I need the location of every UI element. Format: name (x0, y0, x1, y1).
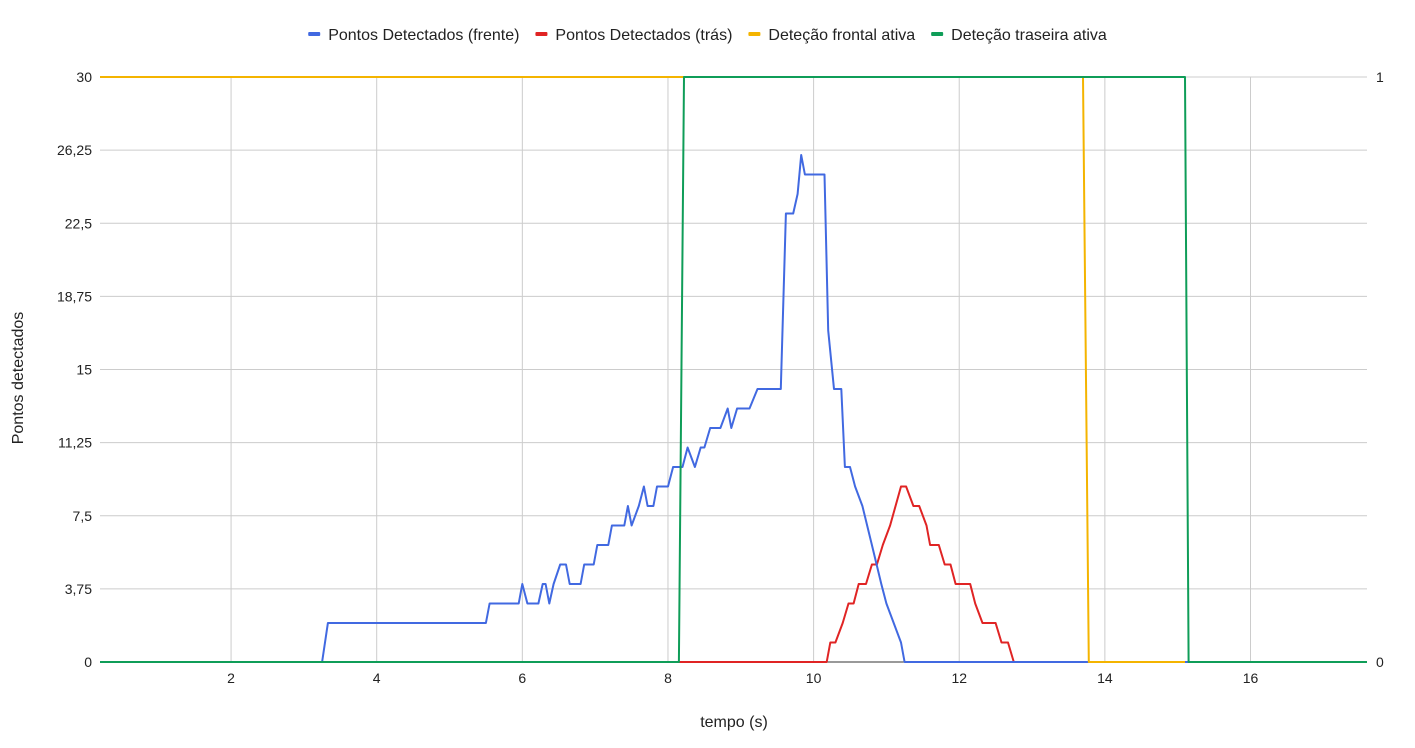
y2-tick-label: 0 (1376, 654, 1384, 670)
legend-swatch-3 (931, 32, 944, 36)
x-tick-label: 2 (227, 670, 235, 686)
grid-layer (100, 76, 1367, 663)
series-layer (100, 76, 1367, 663)
x-tick-label: 6 (518, 670, 526, 686)
x-axis-title: tempo (s) (700, 714, 768, 731)
series-line-1 (678, 485, 1087, 663)
legend-label-3: Deteção traseira ativa (951, 27, 1107, 44)
y-tick-label: 3,75 (65, 581, 92, 597)
x-tick-label: 14 (1097, 670, 1113, 686)
legend-swatch-0 (308, 32, 321, 36)
x-tick-label: 4 (373, 670, 381, 686)
legend-label-0: Pontos Detectados (frente) (328, 27, 519, 44)
y-tick-label: 0 (84, 654, 92, 670)
legend-swatch-2 (748, 32, 761, 36)
series-line-3 (100, 76, 1367, 663)
y-tick-label: 26,25 (57, 142, 92, 158)
series-line-2 (100, 76, 1185, 663)
y-tick-label: 7,5 (73, 508, 93, 524)
series-line-0 (100, 154, 1367, 663)
legend-label-2: Deteção frontal ativa (768, 27, 915, 44)
x-tick-label: 8 (664, 670, 672, 686)
y-tick-label: 15 (76, 362, 92, 378)
x-tick-label: 12 (951, 670, 967, 686)
y-tick-label: 30 (76, 69, 92, 85)
y-axis-title: Pontos detectados (10, 312, 27, 445)
legend-label-1: Pontos Detectados (trás) (555, 27, 732, 44)
x-tick-label: 16 (1243, 670, 1259, 686)
y-tick-label: 11,25 (58, 435, 92, 451)
y-tick-label: 18,75 (57, 288, 92, 304)
y2-tick-label: 1 (1376, 69, 1384, 85)
legend: Pontos Detectados (frente) Pontos Detecta… (308, 27, 1107, 44)
legend-swatch-1 (535, 32, 548, 36)
x-tick-label: 10 (806, 670, 822, 686)
y-tick-label: 22,5 (65, 215, 92, 231)
